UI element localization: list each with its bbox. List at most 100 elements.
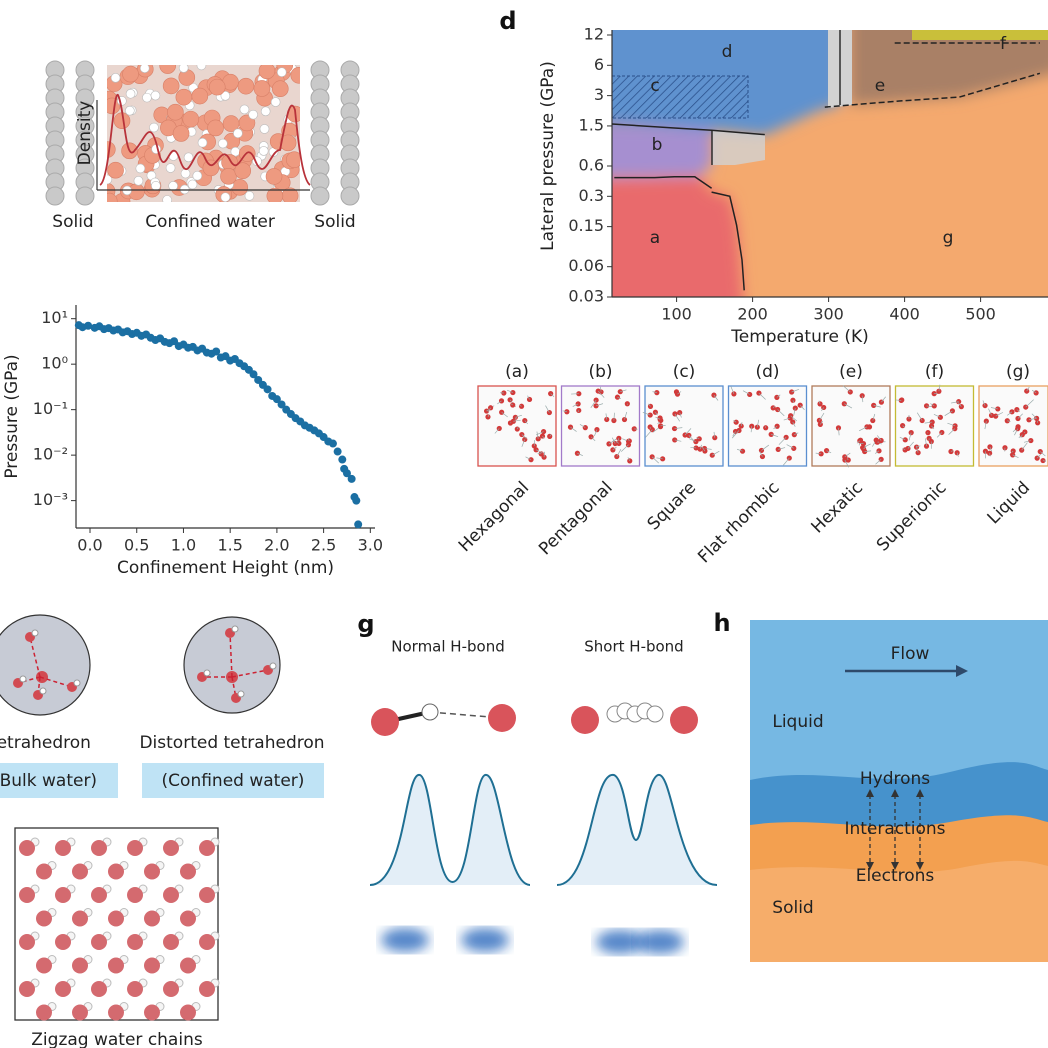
x-tick-label: 2.5 xyxy=(311,536,336,555)
oxygen xyxy=(55,981,71,997)
oxygen xyxy=(199,934,215,950)
bond xyxy=(861,395,864,403)
bond xyxy=(577,410,580,413)
oxygen xyxy=(199,840,215,856)
oxygen xyxy=(371,708,399,736)
region-label: d xyxy=(722,42,733,62)
water-atom xyxy=(125,105,135,116)
phase-boundary xyxy=(612,123,765,136)
density-blob xyxy=(461,928,509,952)
bond xyxy=(527,395,530,400)
bond xyxy=(877,435,882,441)
bond xyxy=(684,428,692,436)
bond xyxy=(535,449,543,454)
bond xyxy=(1007,420,1011,422)
region xyxy=(712,130,765,165)
bond xyxy=(792,421,796,427)
point xyxy=(352,496,361,505)
water-atom xyxy=(159,65,176,74)
hydrogen xyxy=(73,679,81,687)
water-atom xyxy=(220,168,237,185)
bond xyxy=(677,391,682,395)
bond xyxy=(947,422,956,427)
x-tick-label: 0.5 xyxy=(124,536,149,555)
bond xyxy=(497,400,502,405)
bond xyxy=(799,404,805,410)
oxygen xyxy=(995,406,1001,412)
water-atom xyxy=(183,152,194,163)
bond xyxy=(846,457,849,461)
bond xyxy=(642,412,651,416)
bond xyxy=(651,456,659,464)
structure-letter: (c) xyxy=(673,362,696,382)
structure-letter: (f) xyxy=(925,362,944,382)
oxygen xyxy=(535,436,541,442)
bond xyxy=(616,449,622,457)
oxygen xyxy=(163,887,179,903)
water-atom xyxy=(172,125,190,142)
bond xyxy=(1014,428,1019,436)
bond xyxy=(577,452,583,457)
molecule-bubble xyxy=(0,614,91,716)
bond xyxy=(543,451,546,458)
bond xyxy=(608,438,617,445)
oxygen xyxy=(163,934,179,950)
bond xyxy=(542,435,545,439)
oxygen xyxy=(127,934,143,950)
y-axis-title: Lateral pressure (GPa) xyxy=(538,61,558,251)
oxygen xyxy=(919,417,925,424)
region-label: a xyxy=(650,228,660,248)
bond xyxy=(936,432,943,438)
bond xyxy=(1040,451,1046,457)
bond xyxy=(783,417,791,421)
x-tick-label: 2.0 xyxy=(264,536,289,555)
bond xyxy=(648,403,651,407)
oxygen xyxy=(72,910,88,927)
bond xyxy=(615,441,620,444)
arrow-head xyxy=(916,789,924,797)
water-atom xyxy=(260,106,271,117)
bond xyxy=(1020,434,1023,439)
density-blob xyxy=(596,930,644,954)
y-tick-label: 3 xyxy=(594,85,604,104)
x-axis-title: Confinement Height (nm) xyxy=(117,558,334,578)
x-tick-label: 0.0 xyxy=(77,536,102,555)
bond xyxy=(759,451,763,457)
bond xyxy=(487,414,490,418)
bond xyxy=(712,450,720,456)
structures: (a) Hexagonal (b) Pentagonal (c) Square (d) Fla… xyxy=(455,362,1048,567)
label: Solid xyxy=(772,898,813,918)
oxygen xyxy=(91,981,107,997)
bond xyxy=(872,413,876,421)
water-atom xyxy=(218,138,228,149)
label: Hydrons xyxy=(860,769,930,789)
y-tick-label: 10⁻³ xyxy=(33,490,68,509)
bond xyxy=(613,412,615,421)
bond xyxy=(600,386,602,392)
point xyxy=(263,385,272,394)
water-atom xyxy=(207,119,224,137)
bond xyxy=(826,450,832,454)
bond xyxy=(864,450,872,452)
point xyxy=(249,370,258,379)
water-atom xyxy=(271,80,289,97)
panel-letter: d xyxy=(499,7,516,35)
water-atom xyxy=(151,180,161,191)
bond xyxy=(550,393,555,397)
bond xyxy=(995,412,1004,417)
bond xyxy=(844,452,851,458)
oxygen xyxy=(72,1004,88,1021)
water-atom xyxy=(290,67,300,84)
bond xyxy=(701,446,706,452)
bond xyxy=(902,425,906,428)
bond xyxy=(924,421,933,424)
water-atom xyxy=(175,88,193,106)
panel-a: Density xyxy=(45,60,360,206)
region-label: g xyxy=(943,228,954,248)
bond xyxy=(494,428,500,434)
oxygen xyxy=(108,957,124,974)
water-atom xyxy=(258,65,276,80)
bond xyxy=(1042,460,1047,462)
oxygen xyxy=(163,981,179,997)
bond xyxy=(740,422,743,427)
